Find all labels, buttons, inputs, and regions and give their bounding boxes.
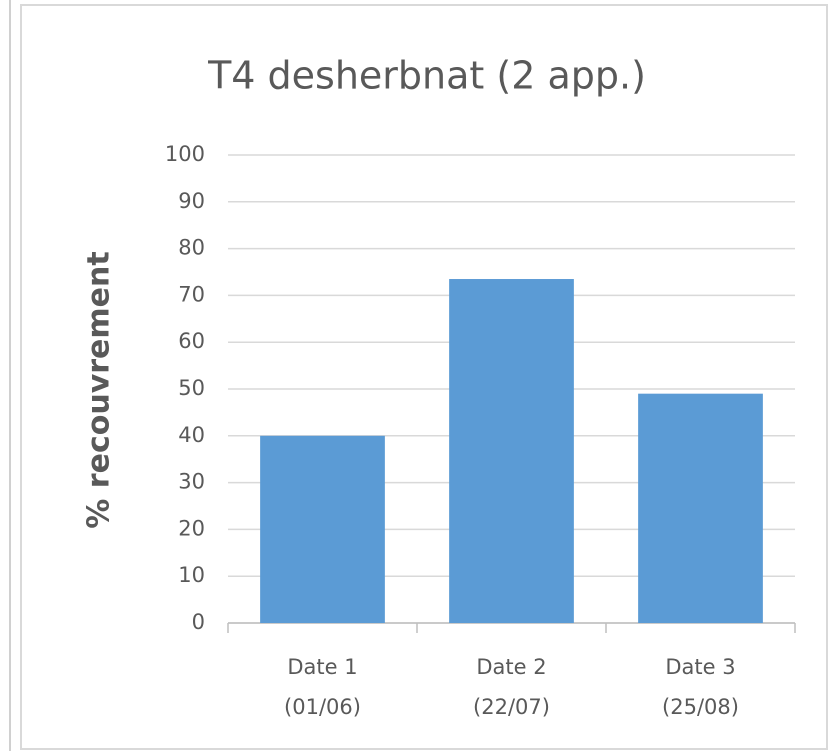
y-tick-label: 10: [178, 563, 205, 587]
x-tick-label: Date 2: [476, 655, 546, 679]
x-tick-label: Date 1: [287, 655, 357, 679]
bar: [638, 393, 763, 623]
x-tick-label: (25/08): [662, 695, 739, 719]
y-tick-label: 70: [178, 282, 205, 306]
y-tick-label: 20: [178, 516, 205, 540]
y-tick-label: 60: [178, 329, 205, 353]
y-tick-label: 30: [178, 470, 205, 494]
bar: [260, 435, 385, 623]
y-tick-label: 80: [178, 236, 205, 260]
x-tick-label: (22/07): [473, 695, 550, 719]
y-tick-label: 0: [192, 610, 205, 634]
y-tick-label: 90: [178, 189, 205, 213]
chart-title: T4 desherbnat (2 app.): [207, 54, 646, 98]
x-tick-label: Date 3: [665, 655, 735, 679]
y-tick-label: 100: [165, 142, 205, 166]
bar: [449, 279, 574, 623]
y-tick-label: 40: [178, 423, 205, 447]
chart-frame: [20, 4, 828, 750]
y-tick-label: 50: [178, 376, 205, 400]
y-axis-label: % recouvrement: [82, 251, 117, 528]
x-tick-label: (01/06): [284, 695, 361, 719]
